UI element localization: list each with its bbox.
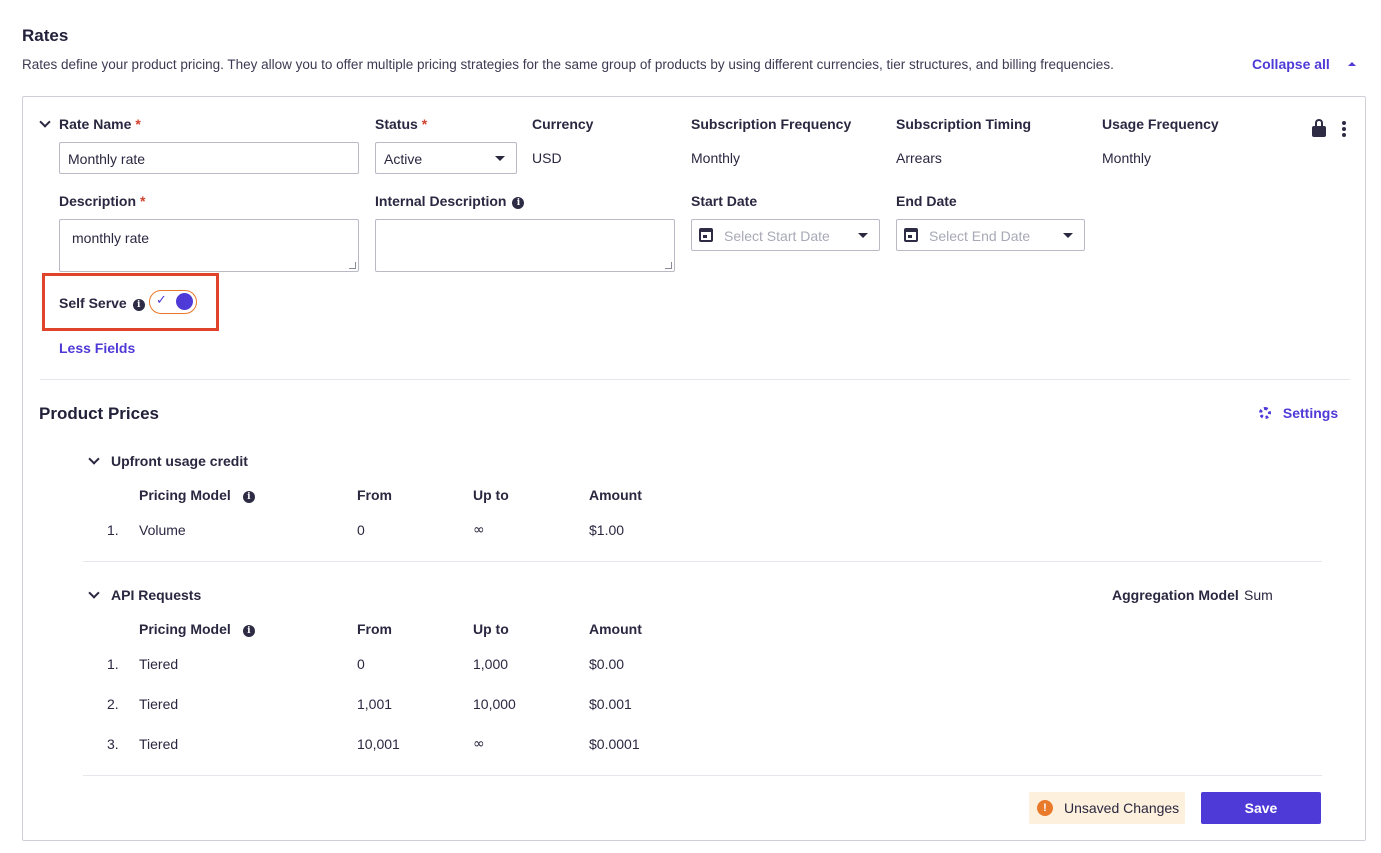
usage-frequency-value: Monthly [1102, 150, 1152, 166]
unsaved-changes-label: Unsaved Changes [1064, 800, 1180, 816]
row-index: 2. [107, 696, 119, 712]
end-date-picker[interactable]: Select End Date [896, 219, 1085, 251]
internal-description-label: Internal Description i [375, 193, 525, 209]
currency-value: USD [532, 150, 562, 166]
end-date-placeholder: Select End Date [929, 228, 1031, 244]
end-date-label: End Date [896, 193, 957, 209]
unsaved-changes-badge: ! Unsaved Changes [1029, 792, 1185, 824]
aggregation-model-label: Aggregation Model [1112, 587, 1239, 603]
row-amount: $0.001 [589, 696, 632, 712]
row-index: 1. [107, 656, 119, 672]
product-prices-title: Product Prices [39, 404, 159, 423]
self-serve-toggle[interactable]: ✓ [149, 290, 197, 314]
gear-icon [1259, 407, 1271, 419]
rate-name-input[interactable]: Monthly rate [59, 142, 359, 174]
subscription-timing-label: Subscription Timing [896, 116, 1032, 132]
from-header: From [357, 621, 392, 637]
group-divider [83, 775, 1322, 776]
page-title: Rates [22, 26, 69, 45]
section-divider [40, 379, 1350, 380]
currency-label: Currency [532, 116, 594, 132]
pricing-model-header: Pricing Model i [139, 621, 255, 637]
up-to-header: Up to [473, 487, 509, 503]
self-serve-highlight [42, 273, 219, 331]
rate-panel [22, 96, 1366, 841]
warning-icon: ! [1037, 800, 1053, 816]
less-fields-link[interactable]: Less Fields [59, 340, 136, 356]
calendar-icon [904, 228, 918, 242]
pricing-model-header: Pricing Model i [139, 487, 255, 503]
collapse-all-button[interactable]: Collapse all [1252, 56, 1356, 72]
calendar-icon [699, 228, 713, 242]
start-date-label: Start Date [691, 193, 758, 209]
row-from: 0 [357, 656, 365, 672]
price-group-title: Upfront usage credit [111, 453, 248, 469]
row-index: 3. [107, 736, 119, 752]
start-date-picker[interactable]: Select Start Date [691, 219, 880, 251]
status-label: Status * [375, 116, 428, 132]
row-index: 1. [107, 522, 119, 538]
resize-handle-icon[interactable] [665, 262, 672, 269]
settings-button[interactable]: Settings [1259, 405, 1338, 421]
row-model: Tiered [139, 696, 179, 712]
from-header: From [357, 487, 392, 503]
rate-name-label: Rate Name * [59, 116, 141, 132]
save-button[interactable]: Save [1201, 792, 1321, 824]
info-icon[interactable]: i [242, 625, 255, 637]
row-up-to: ∞ [473, 736, 485, 752]
caret-down-icon [495, 156, 505, 161]
start-date-placeholder: Select Start Date [724, 228, 830, 244]
amount-header: Amount [589, 621, 642, 637]
lock-icon[interactable] [1312, 119, 1326, 137]
row-from: 0 [357, 522, 365, 538]
check-icon: ✓ [156, 293, 167, 308]
info-icon[interactable]: i [132, 299, 145, 311]
row-model: Volume [139, 522, 186, 538]
resize-handle-icon[interactable] [349, 262, 356, 269]
description-textarea[interactable]: monthly rate [59, 219, 359, 272]
row-model: Tiered [139, 736, 179, 752]
status-select-value: Active [384, 151, 423, 167]
row-up-to: ∞ [473, 522, 485, 538]
chevron-up-icon [1347, 62, 1356, 66]
price-group-title: API Requests [111, 587, 202, 603]
amount-header: Amount [589, 487, 642, 503]
caret-down-icon [858, 233, 868, 238]
info-icon[interactable]: i [242, 491, 255, 503]
page-description: Rates define your product pricing. They … [22, 57, 1114, 72]
info-icon[interactable]: i [512, 197, 525, 209]
up-to-header: Up to [473, 621, 509, 637]
aggregation-model-value: Sum [1244, 587, 1273, 603]
toggle-knob [176, 293, 193, 310]
settings-label: Settings [1282, 405, 1339, 421]
row-from: 1,001 [357, 696, 393, 712]
row-amount: $0.0001 [589, 736, 640, 752]
row-up-to: 1,000 [473, 656, 509, 672]
collapse-all-label: Collapse all [1252, 56, 1330, 72]
subscription-frequency-label: Subscription Frequency [691, 116, 852, 132]
row-amount: $1.00 [589, 522, 625, 538]
caret-down-icon [1063, 233, 1073, 238]
more-options-icon[interactable] [1342, 121, 1347, 137]
subscription-frequency-value: Monthly [691, 150, 741, 166]
row-amount: $0.00 [589, 656, 625, 672]
description-label: Description * [59, 193, 146, 209]
description-value: monthly rate [72, 230, 150, 246]
status-select[interactable]: Active [375, 142, 517, 174]
internal-description-textarea[interactable] [375, 219, 675, 272]
row-up-to: 10,000 [473, 696, 516, 712]
usage-frequency-label: Usage Frequency [1102, 116, 1219, 132]
row-model: Tiered [139, 656, 179, 672]
subscription-timing-value: Arrears [896, 150, 942, 166]
group-divider [83, 561, 1322, 562]
self-serve-label: Self Serve i [59, 295, 145, 311]
row-from: 10,001 [357, 736, 400, 752]
